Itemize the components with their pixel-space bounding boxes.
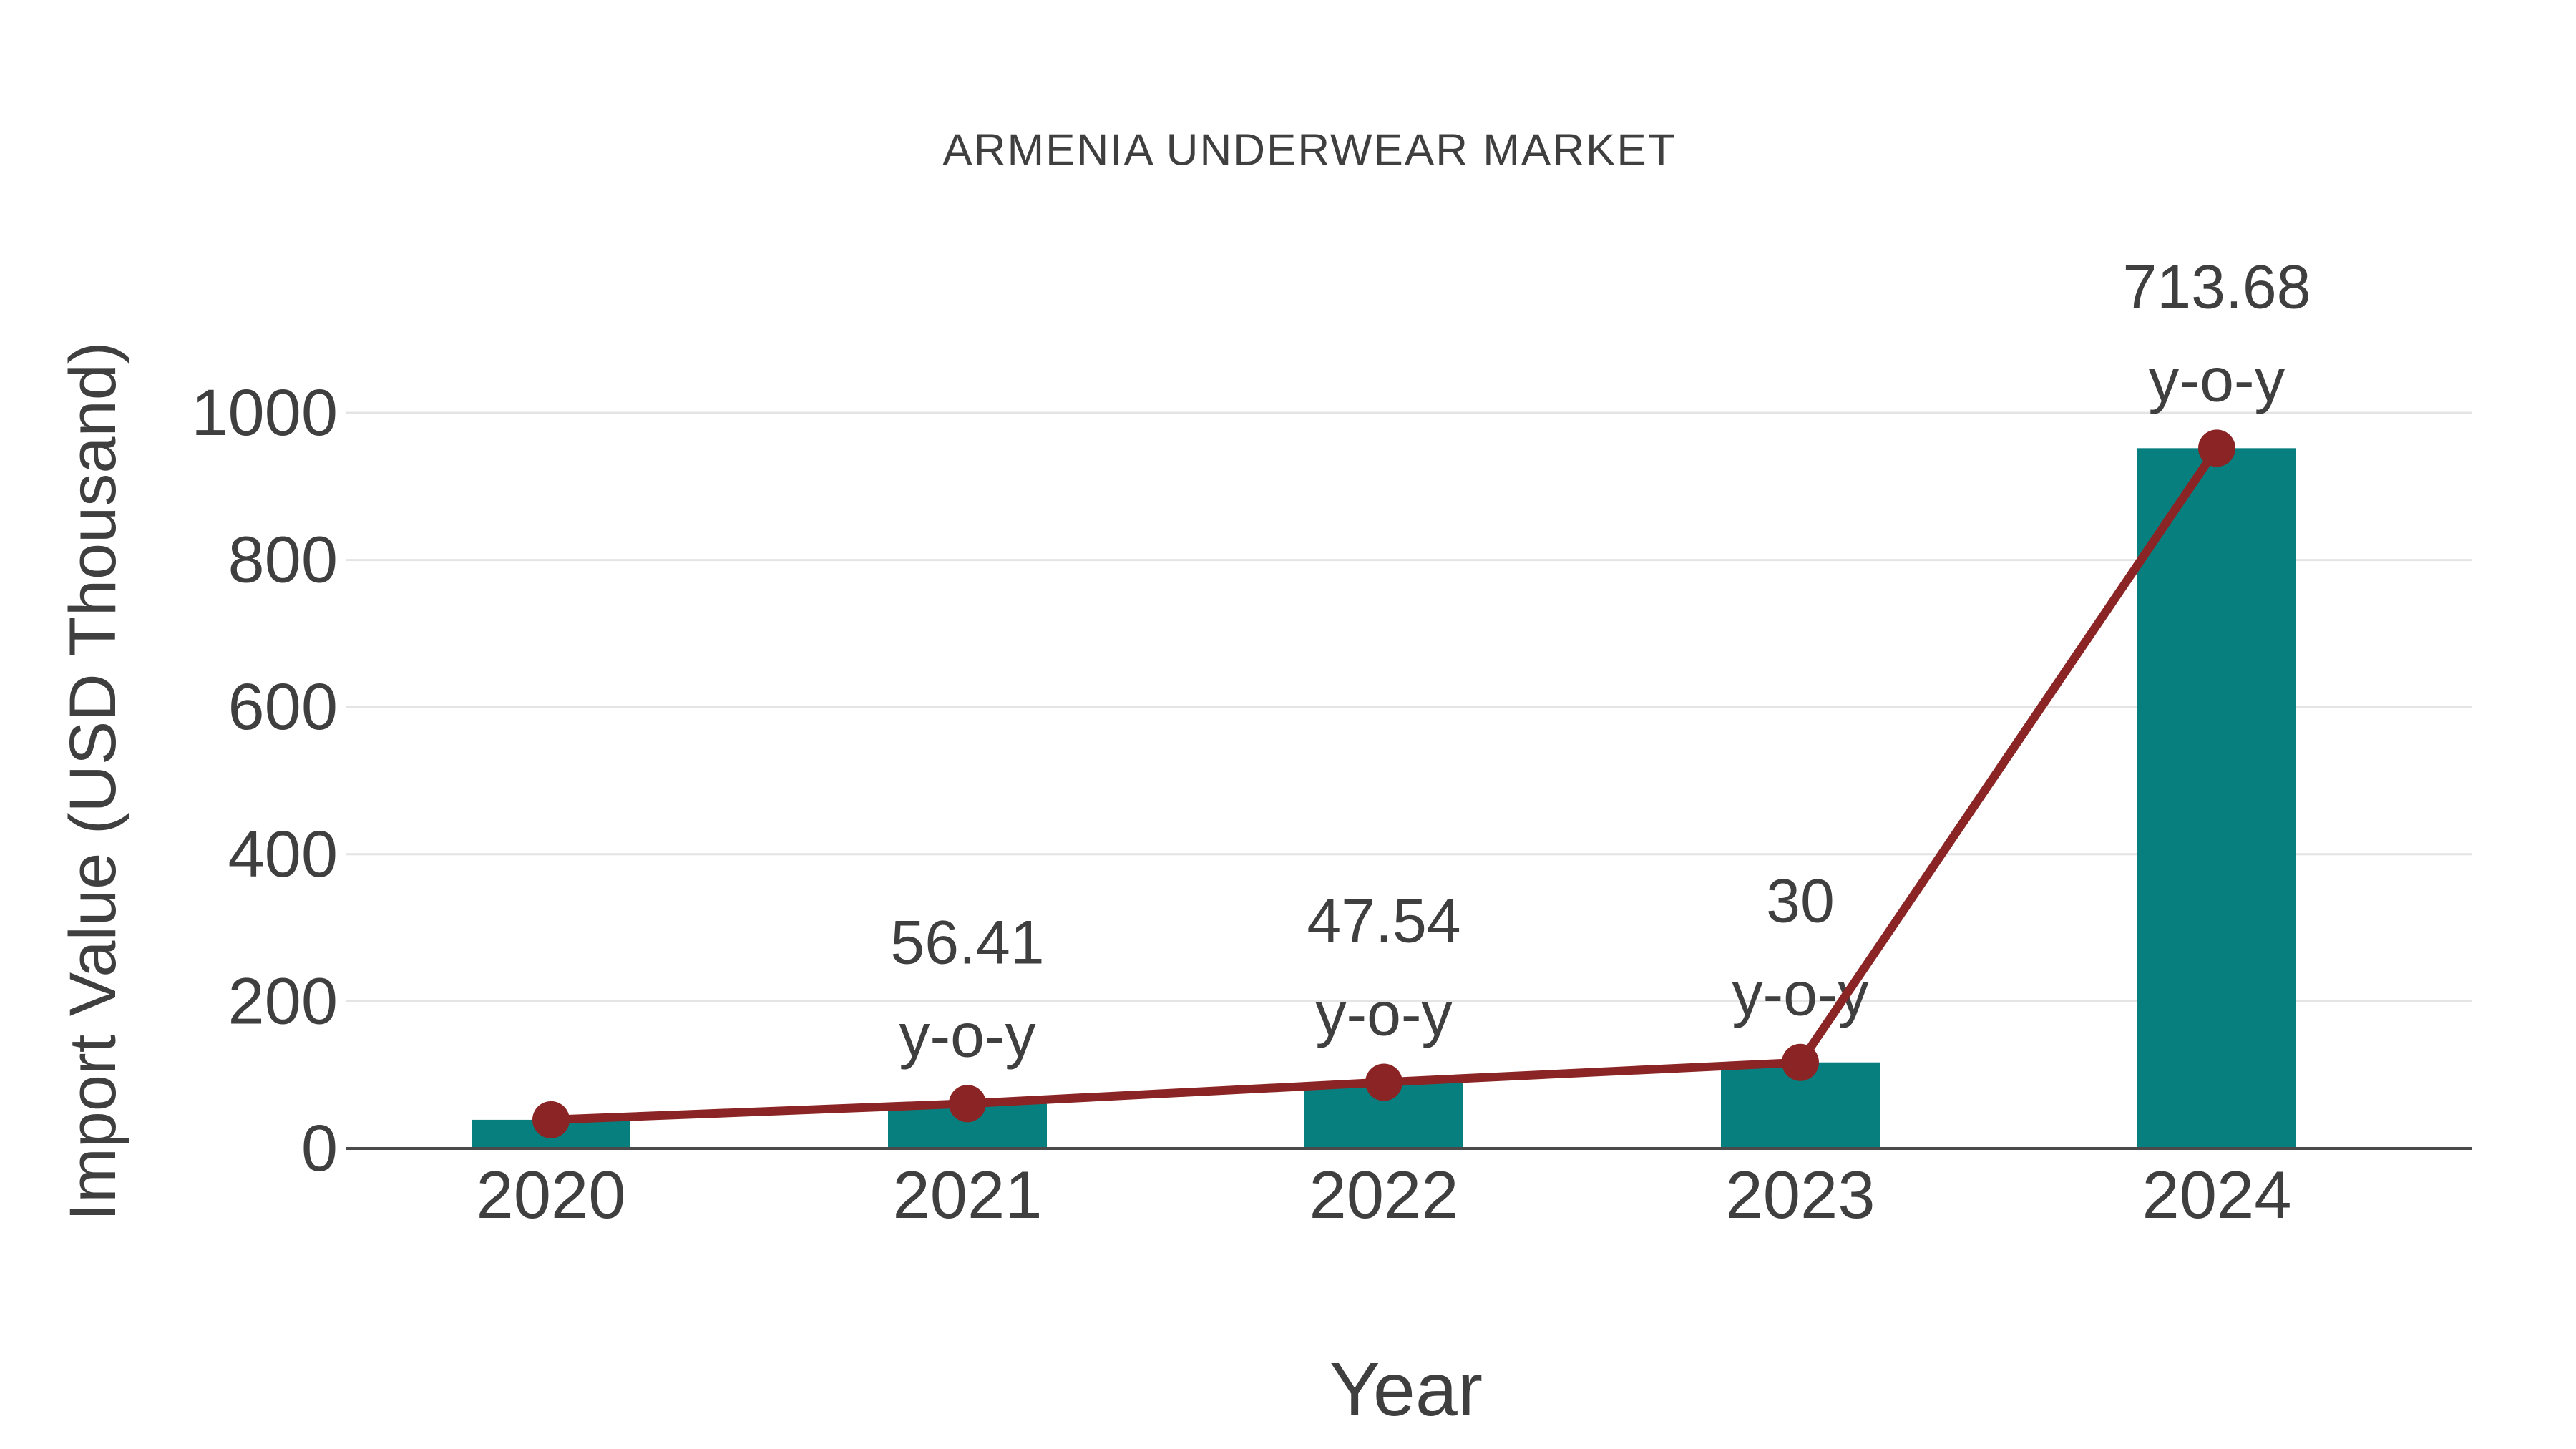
y-tick-label-200: 200 (228, 965, 338, 1038)
marker-2020 (532, 1101, 570, 1138)
bar-series (472, 448, 2296, 1148)
chart-title: ARMENIA UNDERWEAR MARKET (942, 126, 1676, 175)
y-tick-label-600: 600 (228, 670, 338, 743)
y-axis-title: Import Value (USD Thousand) (57, 342, 130, 1221)
line-series (532, 429, 2235, 1138)
marker-2023 (1782, 1043, 1819, 1081)
y-tick-label-800: 800 (228, 524, 338, 597)
x-tick-label-2022: 2022 (1309, 1157, 1458, 1232)
x-tick-label-2023: 2023 (1725, 1157, 1875, 1232)
x-tick-label-2024: 2024 (2142, 1157, 2291, 1232)
annotation-value-2022: 47.54 (1307, 887, 1460, 955)
annotation-yoy-2024: y-o-y (2148, 346, 2285, 414)
annotation-value-2021: 56.41 (890, 908, 1044, 977)
annotation-value-2024: 713.68 (2122, 253, 2311, 321)
x-tick-label-2021: 2021 (892, 1157, 1042, 1232)
marker-2024 (2198, 429, 2235, 467)
marker-2021 (949, 1085, 986, 1123)
y-tick-label-1000: 1000 (191, 376, 338, 449)
annotation-yoy-2022: y-o-y (1315, 980, 1452, 1048)
gridlines (346, 411, 2472, 1002)
y-tick-label-400: 400 (228, 818, 338, 891)
bar-2024 (2137, 448, 2296, 1148)
y-tick-label-0: 0 (301, 1112, 338, 1185)
x-tick-label-2020: 2020 (476, 1157, 625, 1232)
annotation-value-2023: 30 (1766, 867, 1835, 936)
y-axis-tick-labels: 0 200 400 600 800 1000 (191, 376, 338, 1185)
marker-2022 (1365, 1063, 1402, 1101)
x-axis-title: Year (1330, 1347, 1483, 1432)
x-axis-tick-labels: 2020 2021 2022 2023 2024 (476, 1157, 2291, 1232)
annotation-yoy-2021: y-o-y (899, 1001, 1035, 1070)
